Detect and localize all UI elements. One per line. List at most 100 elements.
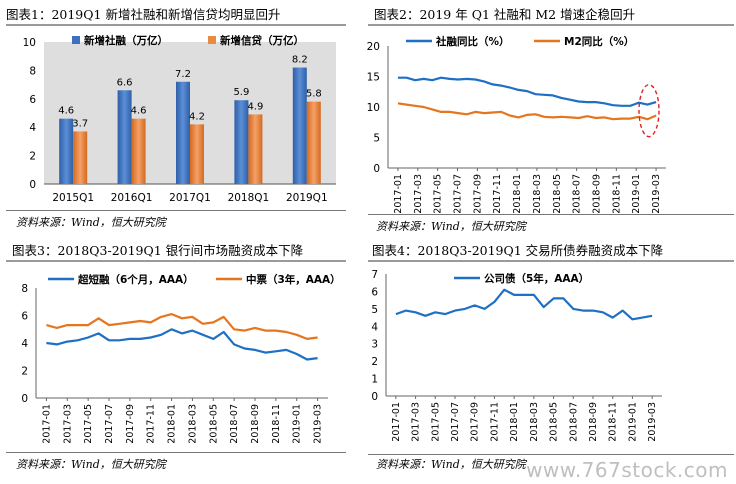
chart1-x-tick: 2015Q1 [52,192,94,204]
chart4-x-tick: 2019-01 [627,402,638,442]
chart4-x-tick: 2018-11 [608,402,619,442]
chart2-legend-label: 社融同比（%） [435,35,510,48]
chart1-bar [131,118,146,184]
chart2-y-tick: 15 [367,72,380,84]
chart1-x-tick: 2018Q1 [228,192,270,204]
chart3-x-tick: 2017-03 [62,404,73,444]
chart2-x-tick: 2017-11 [492,174,503,214]
chart2-title: 图表2：2019 年 Q1 社融和 M2 增速企稳回升 [374,7,636,22]
chart4-legend-label: 公司债（5年，AAA） [484,272,589,285]
chart1-data-label: 8.2 [292,55,308,66]
chart3-y-tick: 4 [21,338,28,350]
chart4-y-tick: 0 [371,391,378,403]
chart1-bar-chart: 02468102015Q14.63.72016Q16.64.62017Q17.2… [23,34,336,204]
chart4-x-tick: 2018-01 [509,402,520,442]
chart4-x-tick: 2017-07 [450,402,461,442]
chart1-data-label: 5.9 [233,87,249,98]
chart4-y-tick: 7 [371,269,378,281]
chart3-x-tick: 2019-03 [313,404,324,444]
chart3-x-tick: 2018-05 [208,404,219,444]
chart4-x-tick: 2017-05 [430,402,441,442]
chart3-y-tick: 8 [21,283,28,295]
chart1-data-label: 4.9 [247,101,263,112]
chart1-y-tick: 8 [29,65,36,77]
chart1-data-label: 6.6 [117,77,133,88]
chart1-data-label: 7.2 [175,69,191,80]
chart3-x-tick: 2018-01 [167,404,178,444]
chart4-y-tick: 4 [371,321,378,333]
chart1-title: 图表1：2019Q1 新增社融和新增信贷均明显回升 [6,7,281,22]
chart4-title: 图表4：2018Q3-2019Q1 交易所债券融资成本下降 [372,243,664,258]
chart4-y-tick: 1 [371,374,378,386]
chart2-line-chart: 0 5 10 15 20 2017-01 2017-03 2017-05 2017-07 2017… [367,35,666,214]
chart3-x-tick: 2018-09 [250,404,261,444]
chart1-x-tick: 2017Q1 [169,192,211,204]
chart3-legend-label: 超短融（6个月，AAA） [77,273,194,286]
chart1-data-label: 4.6 [131,106,147,117]
chart2-x-tick: 2017-03 [413,174,424,214]
chart2-x-tick: 2018-11 [611,174,622,214]
chart2-x-tick: 2018-07 [572,174,583,214]
chart4-x-tick: 2018-03 [529,402,540,442]
chart4-x-tick: 2018-09 [588,402,599,442]
chart1-bar [73,131,88,184]
chart1-y-tick: 2 [29,151,36,163]
chart1-x-tick: 2016Q1 [111,192,153,204]
chart1-source-rule [6,210,346,211]
chart2-y-tick: 5 [373,133,380,145]
chart3-x-tick: 2019-01 [292,404,303,444]
chart1-y-tick: 0 [29,179,36,191]
chart1-x-tick: 2019Q1 [286,192,328,204]
chart4-x-tick: 2018-05 [549,402,560,442]
chart1-legend-swatch [72,36,80,44]
chart4-x-tick: 2017-03 [411,402,422,442]
chart2-source-rule [368,214,734,215]
chart2-x-tick: 2017-07 [453,174,464,214]
watermark: www.767stock.com [526,458,728,482]
chart2-x-tick: 2019-01 [631,174,642,214]
chart1-legend-label: 新增社融（万亿） [84,34,168,47]
chart3-x-tick: 2017-05 [83,404,94,444]
chart4-x-tick: 2017-01 [391,402,402,442]
chart3-y-tick: 2 [21,366,28,378]
chart1-bar [176,81,190,184]
chart4-x-tick: 2018-07 [568,402,579,442]
chart1-bar [306,101,321,184]
chart3-x-tick: 2017-09 [125,404,136,444]
chart1-source: 资料来源：Wind，恒大研究院 [16,216,166,229]
chart3-source-rule [6,452,346,453]
chart1-title-rule [6,24,346,26]
chart2-x-tick: 2017-09 [472,174,483,214]
chart2-series-line [397,102,657,121]
chart1-data-label: 4.2 [189,111,205,122]
chart3-x-tick: 2018-11 [271,404,282,444]
chart4-series-line [395,288,653,321]
chart3-legend-label: 中票（3年，AAA） [246,273,341,286]
chart1-legend-swatch [208,36,216,44]
chart2-x-tick: 2018-05 [552,174,563,214]
chart3-title-rule [6,260,346,262]
chart3-x-tick: 2017-11 [146,404,157,444]
chart3-title: 图表3：2018Q3-2019Q1 银行间市场融资成本下降 [12,243,304,258]
chart4-x-tick: 2019-03 [647,402,658,442]
chart4-y-tick: 6 [371,286,378,298]
chart1-bar [190,124,204,184]
chart2-highlight-ellipse [638,83,660,138]
chart3-y-tick: 6 [21,311,28,323]
chart1-data-label: 5.8 [306,89,322,100]
chart2-source: 资料来源：Wind，恒大研究院 [376,220,526,233]
chart2-y-tick: 10 [367,102,380,114]
chart1-y-tick: 6 [29,94,36,106]
chart4-y-tick: 3 [371,339,378,351]
chart3-line-chart: 0 2 4 6 8 2017-01 2017-03 2017-05 2017-07 2017-09… [21,273,341,444]
chart4-x-tick: 2017-09 [470,402,481,442]
chart2-title-rule [368,24,734,26]
chart1-legend-label: 新增信贷（万亿） [220,34,304,47]
chart2-y-tick: 0 [373,163,380,175]
chart2-legend-label: M2同比（%） [564,35,634,48]
chart1-y-tick: 4 [29,122,36,134]
chart2-series-line [397,76,657,107]
chart4-source-rule [368,454,734,455]
chart4-source: 资料来源：Wind，恒大研究院 [376,458,526,471]
chart3-x-tick: 2017-01 [41,404,52,444]
